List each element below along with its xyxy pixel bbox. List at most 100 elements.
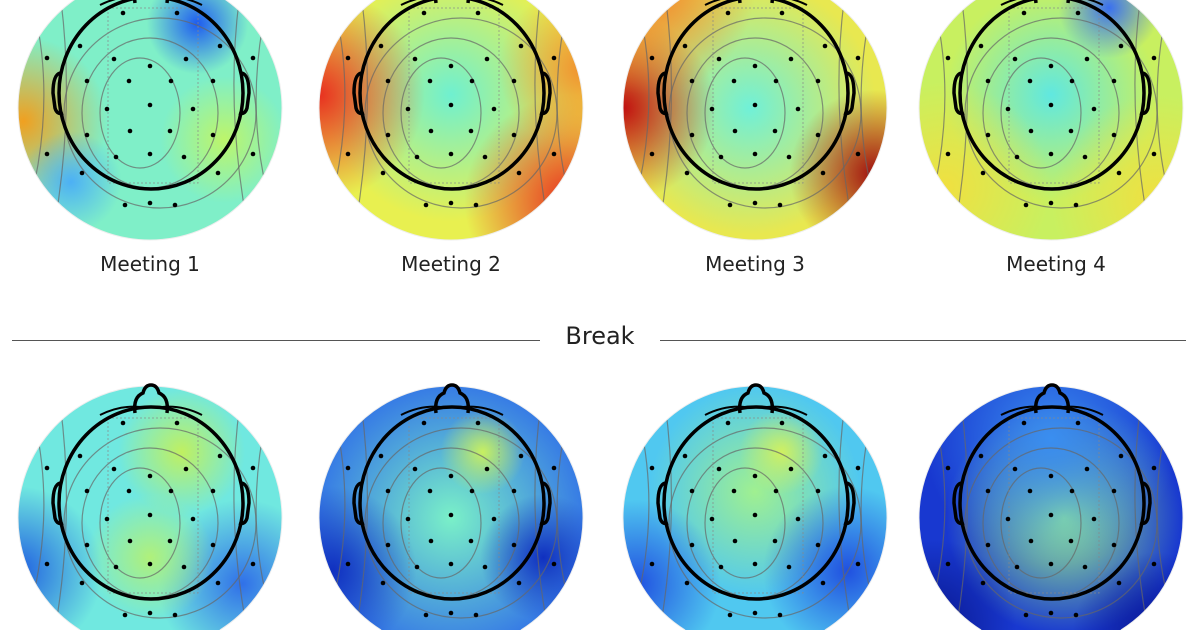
electrode [516,170,522,176]
electrode [482,564,488,570]
electrode [945,151,951,157]
electrode [448,610,454,616]
electrode [421,420,427,426]
electrode [210,542,216,548]
divider-right [660,340,1186,341]
topomap-break-1 [15,383,285,630]
electrode [172,202,178,208]
electrode [1075,10,1081,16]
electrode [385,132,391,138]
electrode [1075,420,1081,426]
electrode [174,10,180,16]
electrode [147,610,153,616]
topomap-meeting-3 [620,0,890,243]
electrode [855,561,861,567]
electrode [215,170,221,176]
electrode [428,128,434,134]
electrode [551,55,557,61]
electrode [104,516,110,522]
electrode [689,542,695,548]
electrode [79,170,85,176]
electrode [752,512,758,518]
electrode [1014,564,1020,570]
activity-blob [919,0,1183,240]
electrode [551,561,557,567]
electrode [752,102,758,108]
electrode [779,10,785,16]
electrode [985,132,991,138]
electrode [84,132,90,138]
electrode [1014,154,1020,160]
head-outline-icon [352,383,552,601]
electrode [250,151,256,157]
electrode [414,154,420,160]
electrode [1048,200,1054,206]
electrode [147,512,153,518]
electrode [1091,106,1097,112]
electrode [978,453,984,459]
electrode [1091,516,1097,522]
electrode [716,56,722,62]
activity-blob [319,0,583,240]
topomap-meeting-4 [916,0,1186,243]
electrode [217,453,223,459]
electrode [1082,564,1088,570]
electrode [649,561,655,567]
electrode [475,420,481,426]
electrode [215,580,221,586]
electrode [111,56,117,62]
electrode [1028,538,1034,544]
electrode [44,151,50,157]
electrode [1048,63,1054,69]
electrode [511,542,517,548]
activity-blob [918,386,1183,630]
electrode [250,55,256,61]
head-outline-icon [51,383,251,601]
electrode [120,10,126,16]
electrode [1068,128,1074,134]
electrode [405,106,411,112]
electrode [174,420,180,426]
electrode [820,580,826,586]
electrode [491,516,497,522]
electrode [147,561,153,567]
electrode [1048,512,1054,518]
label-meeting-2: Meeting 2 [401,252,501,276]
electrode [345,561,351,567]
electrode [777,202,783,208]
electrode [945,561,951,567]
topomap-break-4 [916,383,1186,630]
electrode [1048,561,1054,567]
electrode [190,106,196,112]
electrode [484,466,490,472]
electrode [181,154,187,160]
electrode [855,151,861,157]
electrode [1116,580,1122,586]
divider-left [12,340,540,341]
electrode [815,488,821,494]
electrode [423,612,429,618]
electrode [1023,612,1029,618]
head-outline-icon [656,0,856,191]
electrode [190,516,196,522]
electrode [172,612,178,618]
cap-outline [107,7,199,184]
electrode [727,612,733,618]
electrode [217,43,223,49]
electrode [1012,56,1018,62]
label-meeting-4: Meeting 4 [1006,252,1106,276]
electrode [709,106,715,112]
topomap-break-2 [316,383,586,630]
electrode [1084,466,1090,472]
electrode [250,561,256,567]
electrode [448,200,454,206]
electrode [113,564,119,570]
electrode [468,538,474,544]
electrode [469,78,475,84]
electrode [1048,151,1054,157]
cap-outline [1008,417,1100,594]
electrode [448,512,454,518]
head-outline-icon [352,0,552,191]
electrode [448,473,454,479]
electrode [727,202,733,208]
